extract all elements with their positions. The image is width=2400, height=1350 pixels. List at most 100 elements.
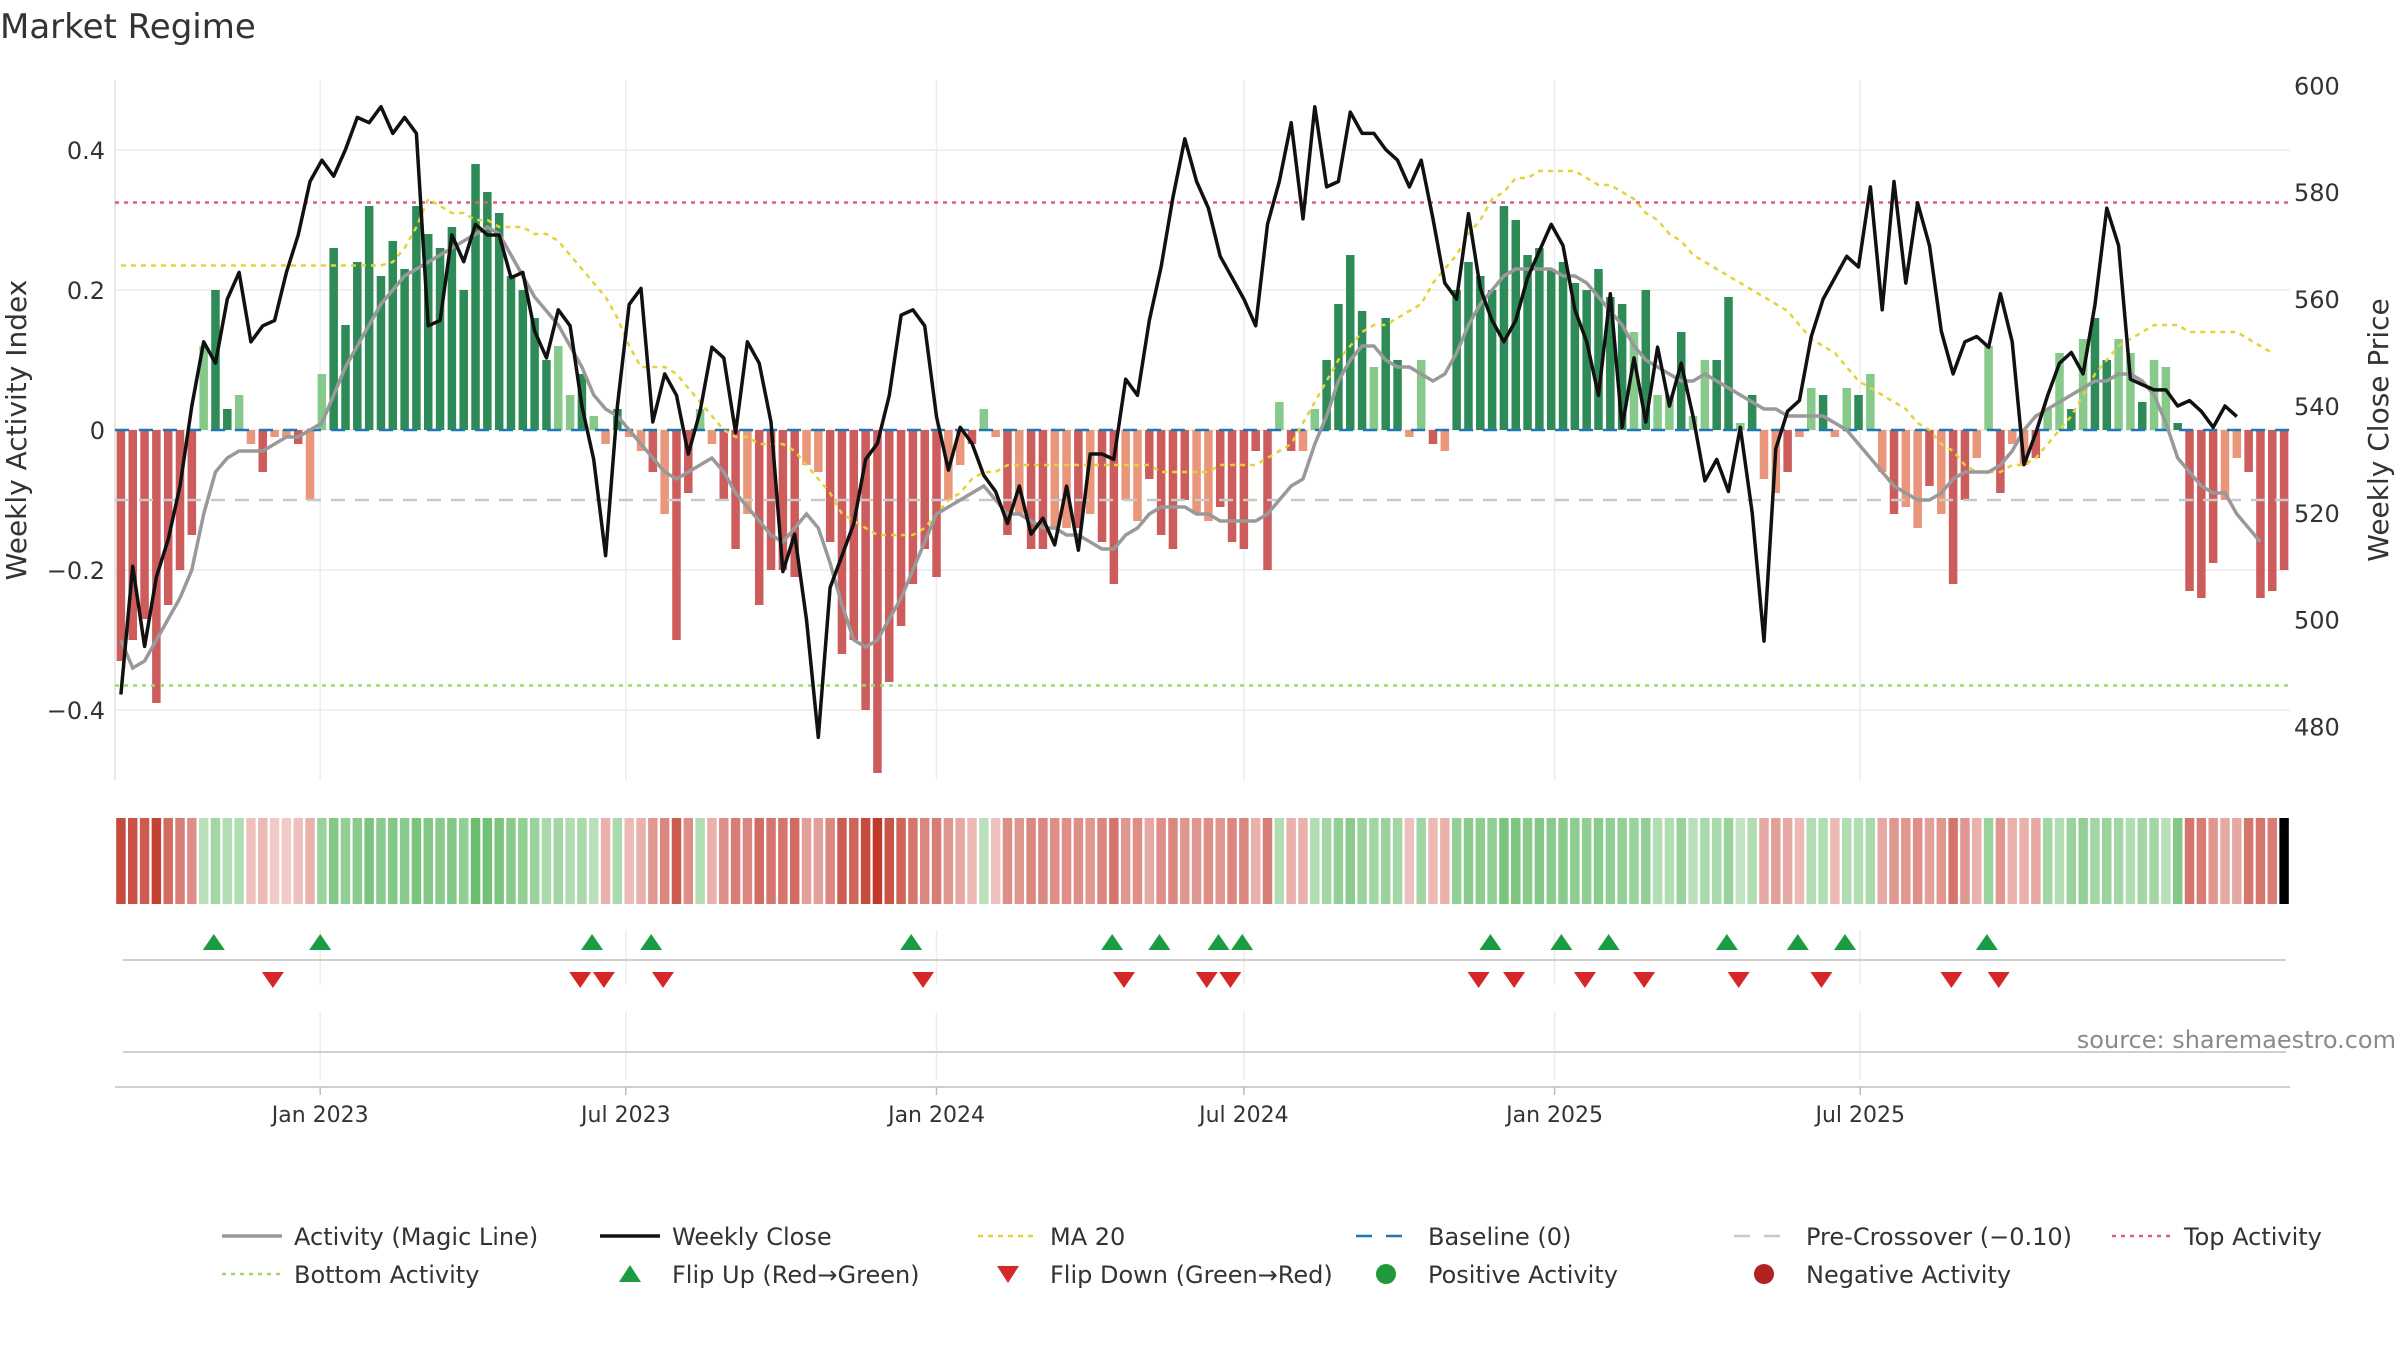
- activity-bar: [1546, 269, 1556, 430]
- activity-bar: [530, 318, 539, 430]
- activity-bar: [1854, 395, 1863, 430]
- flip-up-marker: [202, 934, 225, 950]
- activity-bar: [554, 346, 563, 430]
- flip-down-marker: [1112, 972, 1135, 988]
- legend-label: Positive Activity: [1428, 1261, 1618, 1289]
- activity-bar: [719, 430, 729, 500]
- activity-bar: [246, 430, 256, 444]
- regime-strip-cell: [2066, 818, 2077, 904]
- x-tick-label: Jul 2024: [1197, 1103, 1289, 1128]
- regime-strip-cell: [577, 818, 587, 904]
- flip-up-marker: [1231, 934, 1254, 950]
- regime-strip-cell: [128, 818, 138, 904]
- activity-bar: [955, 430, 965, 465]
- y-tick-label: 0.2: [67, 277, 105, 305]
- regime-strip-cell: [2102, 818, 2112, 904]
- x-tick-label: Jul 2023: [579, 1103, 671, 1128]
- regime-strip-cell: [872, 818, 883, 904]
- regime-strip-cell: [1759, 818, 1769, 904]
- activity-bar: [2102, 360, 2112, 430]
- activity-bar: [282, 430, 291, 437]
- regime-strip-cell: [707, 818, 717, 904]
- regime-strip-cell: [2090, 818, 2100, 904]
- regime-strip-cell: [1664, 818, 1675, 904]
- regime-strip-cell: [317, 818, 327, 904]
- regime-strip-cell: [1499, 818, 1509, 904]
- activity-bar: [1617, 304, 1627, 430]
- activity-bar: [1239, 430, 1249, 549]
- regime-strip-cell: [388, 818, 398, 904]
- series-lines: [115, 104, 2290, 740]
- regime-strip-cell: [1038, 818, 1048, 904]
- regime-strip-cell: [2137, 818, 2147, 904]
- regime-strip-cell: [730, 818, 741, 904]
- regime-strip-cell: [423, 818, 433, 904]
- activity-bar: [270, 430, 279, 437]
- activity-bar: [1783, 430, 1792, 472]
- activity-bar: [1499, 206, 1509, 430]
- activity-bar: [873, 430, 882, 773]
- regime-strip-cell: [1841, 818, 1852, 904]
- activity-bar: [778, 430, 788, 570]
- activity-bar: [2031, 430, 2041, 458]
- activity-bar: [2208, 430, 2218, 563]
- regime-strip-cell: [789, 818, 800, 904]
- activity-bar: [1286, 430, 1296, 451]
- regime-strip: [116, 818, 2289, 904]
- activity-bar: [1251, 430, 1260, 451]
- activity-bar: [802, 430, 811, 465]
- activity-bar: [1026, 430, 1036, 549]
- y2-tick-label: 580: [2294, 179, 2340, 207]
- activity-bar: [518, 290, 528, 430]
- regime-strip-cell: [376, 818, 386, 904]
- activity-bar: [1416, 360, 1426, 430]
- activity-bar: [1405, 430, 1414, 437]
- regime-strip-cell: [801, 818, 812, 904]
- x-tick-label: Jan 2024: [886, 1103, 985, 1128]
- activity-bar: [483, 192, 492, 430]
- activity-bar: [1464, 262, 1473, 430]
- regime-strip-cell: [447, 818, 457, 904]
- regime-strip-cell: [1440, 818, 1450, 904]
- regime-strip-cell: [1853, 818, 1864, 904]
- regime-strip-cell: [1085, 818, 1095, 904]
- regime-strip-cell: [1912, 818, 1923, 904]
- activity-bar: [1085, 430, 1095, 514]
- flip-up-marker: [640, 934, 663, 950]
- activity-bar: [1227, 430, 1237, 542]
- regime-strip-cell: [955, 818, 965, 904]
- activity-bar: [896, 430, 906, 626]
- regime-strip-cell: [187, 818, 197, 904]
- regime-strip-cell: [269, 818, 280, 904]
- activity-bar: [1842, 388, 1851, 430]
- activity-bar: [648, 430, 658, 472]
- regime-strip-cell: [908, 818, 918, 904]
- activity-bar: [1594, 269, 1603, 430]
- activity-bar: [2232, 430, 2242, 458]
- activity-bar: [2114, 339, 2123, 430]
- regime-strip-cell: [990, 818, 1001, 904]
- activity-bar: [2173, 423, 2182, 430]
- activity-bar: [435, 248, 445, 430]
- regime-strip-cell: [1286, 818, 1296, 904]
- flip-up-marker: [1834, 934, 1857, 950]
- flip-up-marker: [1479, 934, 1502, 950]
- activity-bar: [920, 430, 929, 549]
- regime-strip-cell: [1168, 818, 1178, 904]
- regime-strip-cell: [1357, 818, 1367, 904]
- flip-down-marker: [1633, 972, 1656, 988]
- activity-bar: [1322, 360, 1331, 430]
- legend-swatch-flip-down: [997, 1266, 1019, 1283]
- regime-strip-cell: [305, 818, 315, 904]
- regime-strip-cell: [943, 818, 954, 904]
- regime-strip-cell: [1061, 818, 1072, 904]
- activity-bar: [1582, 290, 1591, 430]
- regime-strip-cell: [1511, 818, 1521, 904]
- activity-bar: [1487, 290, 1497, 430]
- activity-bar: [790, 430, 799, 577]
- regime-strip-cell: [529, 818, 540, 904]
- activity-bar: [1310, 409, 1320, 430]
- activity-bar: [1038, 430, 1048, 549]
- activity-bar: [695, 409, 705, 430]
